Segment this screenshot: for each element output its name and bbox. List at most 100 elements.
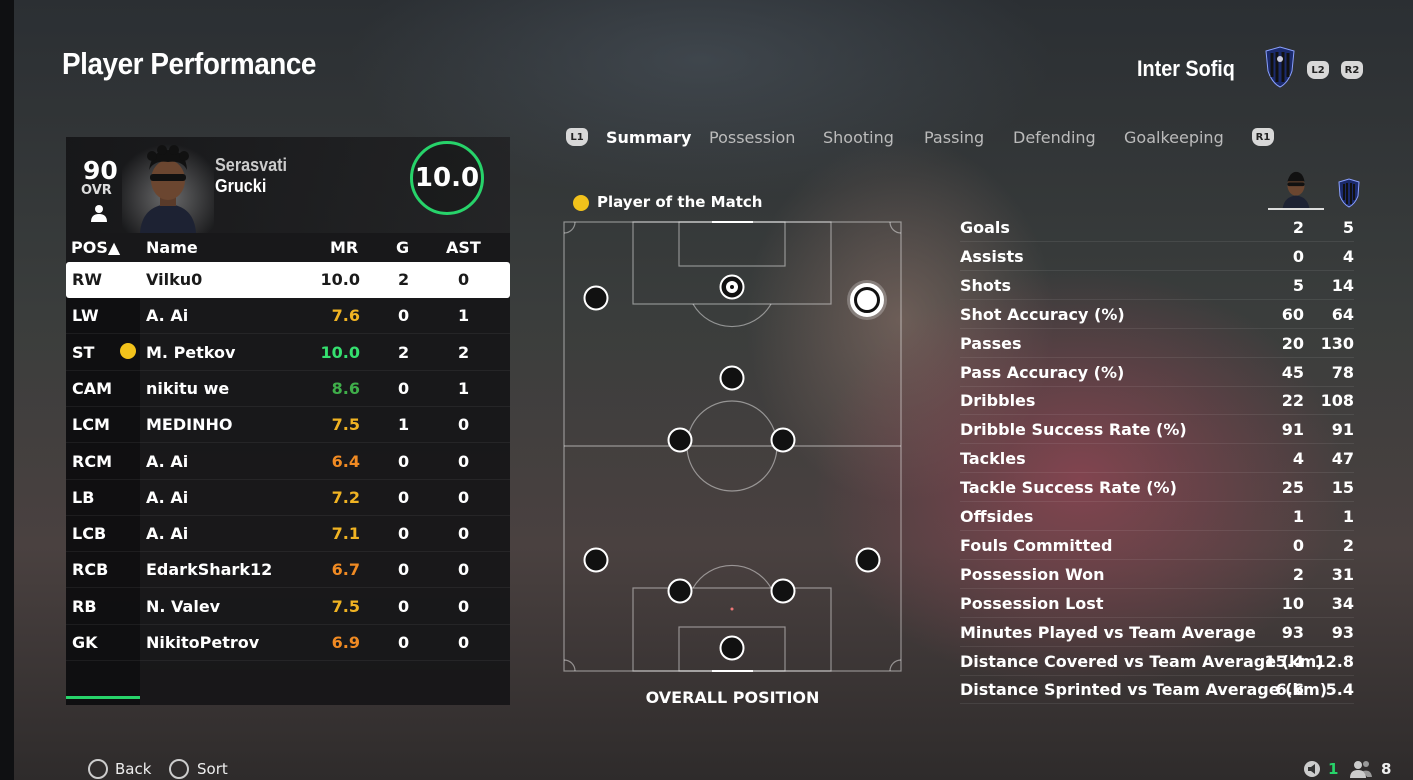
- row-position: ST: [72, 342, 95, 362]
- tab-possession[interactable]: Possession: [709, 128, 796, 147]
- stat-label: Dribbles: [960, 391, 1036, 411]
- table-row[interactable]: RCM A. Ai 6.4 0 0: [66, 444, 510, 480]
- player-column-avatar: [1268, 171, 1324, 210]
- l1-button[interactable]: L1: [566, 128, 588, 146]
- l2-button[interactable]: L2: [1307, 61, 1329, 79]
- stat-player-value: 6.6: [1275, 680, 1304, 700]
- row-assists: 2: [458, 342, 470, 362]
- row-goals: 0: [398, 306, 410, 326]
- stat-row: Distance Covered vs Team Average (km) 15.…: [960, 647, 1354, 676]
- stat-player-value: 45: [1281, 362, 1304, 382]
- row-player-name: A. Ai: [146, 487, 189, 507]
- stat-team-value: 12.8: [1314, 651, 1354, 671]
- stat-player-value: 10: [1281, 593, 1304, 613]
- page-title: Player Performance: [62, 46, 316, 81]
- row-assists: 0: [458, 487, 470, 507]
- row-assists: 0: [458, 560, 470, 580]
- row-position: CAM: [72, 378, 113, 398]
- table-row[interactable]: RW Vilku0 10.0 2 0: [66, 262, 510, 298]
- stat-player-value: 5: [1292, 275, 1304, 295]
- stat-player-value: 2: [1292, 218, 1304, 237]
- pitch-diagram: [563, 221, 902, 672]
- table-row[interactable]: RCB EdarkShark12 6.7 0 0: [66, 552, 510, 589]
- table-row[interactable]: RB N. Valev 7.5 0 0: [66, 589, 510, 625]
- table-row[interactable]: LW A. Ai 7.6 0 1: [66, 298, 510, 335]
- stat-team-value: 93: [1331, 622, 1354, 642]
- table-row[interactable]: LB A. Ai 7.2 0 0: [66, 480, 510, 516]
- row-player-name: A. Ai: [146, 524, 189, 544]
- tab-defending[interactable]: Defending: [1013, 128, 1096, 147]
- row-position: RCM: [72, 451, 112, 471]
- stat-team-value: 31: [1331, 564, 1354, 584]
- header-mr[interactable]: MR: [330, 238, 359, 257]
- stat-row: Minutes Played vs Team Average 93 93: [960, 618, 1354, 647]
- row-goals: 0: [398, 487, 410, 507]
- circle-button-icon[interactable]: [88, 759, 108, 779]
- sort-label[interactable]: Sort: [197, 760, 228, 778]
- stat-row: Possession Lost 10 34: [960, 589, 1354, 618]
- marker-rw-selected: [847, 280, 887, 320]
- stat-row: Dribble Success Rate (%) 91 91: [960, 415, 1354, 445]
- stat-player-value: 20: [1281, 333, 1304, 353]
- team-name: Inter Sofiq: [1137, 56, 1235, 81]
- row-assists: 0: [458, 524, 470, 544]
- tab-shooting[interactable]: Shooting: [823, 128, 894, 147]
- stat-team-value: 91: [1331, 420, 1354, 440]
- row-assists: 1: [458, 306, 470, 326]
- stat-team-value: 78: [1331, 362, 1354, 382]
- stat-row: Possession Won 2 31: [960, 560, 1354, 589]
- person-icon: [91, 205, 107, 222]
- header-pos[interactable]: POS▲: [71, 238, 121, 257]
- stat-team-value: 130: [1320, 333, 1354, 353]
- table-row[interactable]: ST M. Petkov 10.0 2 2: [66, 335, 510, 371]
- page-count: 1: [1328, 760, 1339, 778]
- stat-player-value: 2: [1292, 564, 1304, 584]
- row-player-name: N. Valev: [146, 596, 221, 616]
- square-button-icon[interactable]: [169, 759, 189, 779]
- back-label[interactable]: Back: [115, 760, 152, 778]
- tab-passing[interactable]: Passing: [924, 128, 985, 147]
- r2-button[interactable]: R2: [1341, 61, 1363, 79]
- player-ovr: 90: [83, 156, 118, 185]
- header-assists[interactable]: AST: [446, 238, 481, 257]
- row-match-rating: 7.2: [331, 487, 360, 507]
- marker-lcb: [667, 578, 693, 604]
- row-goals: 2: [398, 342, 410, 362]
- tab-goalkeeping[interactable]: Goalkeeping: [1124, 128, 1224, 147]
- header-goals[interactable]: G: [396, 238, 410, 257]
- marker-cam: [719, 365, 745, 391]
- header-name[interactable]: Name: [146, 238, 198, 257]
- row-match-rating: 8.6: [331, 378, 360, 398]
- tab-summary[interactable]: Summary: [606, 128, 692, 147]
- table-row[interactable]: LCB A. Ai 7.1 0 0: [66, 516, 510, 553]
- row-position: LB: [72, 487, 95, 507]
- marker-lb: [583, 547, 609, 573]
- stat-row: Goals 2 5: [960, 213, 1354, 242]
- team-crest-icon: [1265, 46, 1295, 88]
- row-match-rating: 6.7: [331, 560, 360, 580]
- r1-button[interactable]: R1: [1252, 128, 1274, 146]
- row-match-rating: 7.5: [331, 596, 360, 616]
- stat-player-value: 60: [1281, 304, 1304, 324]
- stat-label: Dribble Success Rate (%): [960, 420, 1187, 440]
- row-player-name: A. Ai: [146, 306, 189, 326]
- stat-player-value: 1: [1292, 507, 1304, 526]
- stat-team-value: 1: [1342, 507, 1354, 526]
- table-row[interactable]: GK NikitoPetrov 6.9 0 0: [66, 625, 510, 661]
- stat-label: Tackle Success Rate (%): [960, 478, 1177, 498]
- stat-row: Shots 5 14: [960, 271, 1354, 300]
- position-column: [66, 262, 140, 705]
- table-row[interactable]: LCM MEDINHO 7.5 1 0: [66, 407, 510, 444]
- stat-player-value: 93: [1281, 622, 1304, 642]
- row-position: GK: [72, 633, 98, 652]
- row-position: RB: [72, 596, 97, 616]
- stat-team-value: 2: [1342, 535, 1354, 555]
- table-row[interactable]: CAM nikitu we 8.6 0 1: [66, 371, 510, 407]
- row-goals: 0: [398, 451, 410, 471]
- match-rating-badge: 10.0: [410, 141, 484, 215]
- stat-label: Goals: [960, 218, 1010, 237]
- stat-row: Shot Accuracy (%) 60 64: [960, 300, 1354, 329]
- row-match-rating: 6.4: [331, 451, 360, 471]
- stat-row: Passes 20 130: [960, 329, 1354, 358]
- overall-position-caption: OVERALL POSITION: [645, 688, 820, 707]
